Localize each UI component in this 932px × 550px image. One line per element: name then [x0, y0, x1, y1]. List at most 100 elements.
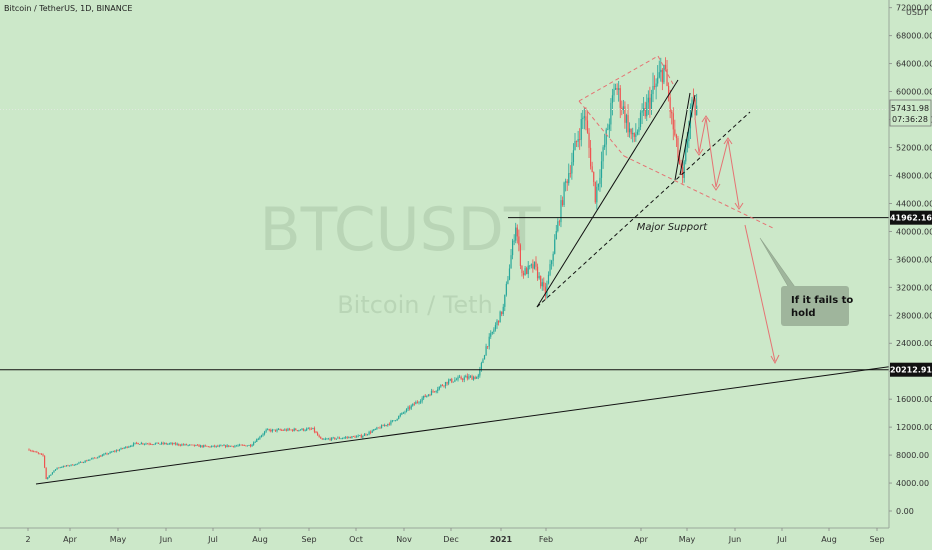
- candle-up: [73, 465, 75, 466]
- candle-up: [87, 460, 89, 461]
- candle-down: [462, 379, 464, 380]
- arrowhead-6: [770, 354, 780, 365]
- candle-down: [33, 451, 35, 453]
- price-tick-label: 28000.00: [896, 311, 932, 320]
- candle-down: [432, 390, 434, 392]
- candle-up: [482, 359, 484, 363]
- candle-up: [53, 470, 55, 473]
- candle-up: [415, 401, 417, 405]
- candle-up: [380, 425, 383, 429]
- candle-down: [249, 445, 252, 447]
- candle-up: [454, 379, 456, 382]
- candle-up: [123, 447, 125, 449]
- candle-up: [510, 255, 512, 269]
- candle-down: [413, 403, 415, 405]
- candle-down: [675, 134, 677, 139]
- callout[interactable]: If it fails to hold: [759, 237, 857, 326]
- candle-down: [536, 266, 539, 279]
- candle-up: [189, 444, 191, 446]
- candle-down: [409, 407, 411, 409]
- candle-up: [435, 390, 437, 392]
- candle-up: [254, 441, 256, 443]
- candle-up: [84, 460, 86, 463]
- breakdown-projection-line: [744, 224, 776, 362]
- candle-down: [313, 427, 316, 432]
- candle-down: [282, 430, 284, 431]
- candle-up: [262, 434, 264, 436]
- candle-down: [561, 200, 564, 205]
- candle-up: [54, 469, 57, 471]
- candle-up: [391, 420, 394, 422]
- time-tick-label: Nov: [396, 535, 412, 544]
- candle-up: [173, 443, 175, 445]
- candle-up: [565, 181, 567, 183]
- candle-down: [471, 376, 473, 380]
- candle-down: [148, 443, 150, 445]
- candle-down: [621, 107, 623, 110]
- price-tick-label: 44000.00: [896, 199, 932, 208]
- candle-up: [187, 444, 189, 446]
- candle-up: [251, 444, 253, 447]
- wedge-upper: [674, 92, 691, 181]
- time-tick-label: Feb: [539, 535, 553, 544]
- candle-up: [605, 129, 607, 145]
- candle-up: [331, 437, 333, 441]
- candle-up: [332, 437, 334, 439]
- candle-down: [451, 378, 453, 383]
- candle-down: [106, 453, 108, 455]
- candle-down: [674, 129, 676, 135]
- candle-up: [696, 105, 698, 116]
- candle-up: [452, 381, 454, 383]
- candle-up: [607, 129, 609, 131]
- candle-up: [257, 438, 259, 440]
- candle-up: [546, 283, 548, 296]
- candle-up: [161, 442, 163, 444]
- candle-up: [524, 268, 526, 276]
- candle-down: [682, 167, 684, 178]
- current-price-badge: 57431.98 07:36:28: [889, 99, 932, 127]
- candle-up: [551, 260, 553, 265]
- candle-down: [290, 429, 292, 431]
- candle-down: [34, 451, 36, 453]
- candle-up: [444, 382, 447, 387]
- candle-up: [229, 445, 231, 447]
- candle-up: [423, 395, 425, 399]
- candle-down: [309, 428, 311, 430]
- candle-up: [549, 264, 551, 275]
- candle-up: [390, 421, 392, 425]
- price-tick-label: 64000.00: [896, 60, 932, 69]
- candle-up: [154, 443, 156, 445]
- candle-down: [315, 431, 317, 433]
- candle-up: [632, 132, 634, 135]
- candle-up: [215, 445, 217, 447]
- price-axis-panel[interactable]: [889, 0, 932, 528]
- candle-up: [554, 239, 556, 254]
- candle-down: [317, 432, 319, 436]
- candle-up: [312, 427, 314, 430]
- candle-down: [591, 166, 593, 173]
- candle-down: [516, 227, 518, 237]
- candle-up: [688, 128, 690, 142]
- candle-up: [327, 438, 330, 440]
- watermark-name: Bitcoin / Teth: [337, 291, 493, 319]
- candle-up: [490, 333, 492, 337]
- candle-up: [128, 446, 130, 448]
- candle-up: [376, 427, 378, 430]
- price-tick-label: 16000.00: [896, 395, 932, 404]
- candle-down: [586, 120, 589, 133]
- lower-level-price-label: 20212.91: [890, 362, 932, 377]
- candle-down: [193, 444, 195, 446]
- price-tick-label: 60000.00: [896, 88, 932, 97]
- candle-down: [429, 394, 431, 396]
- candle-down: [86, 460, 88, 462]
- candle-up: [357, 435, 359, 437]
- candle-up: [691, 99, 693, 108]
- candle-down: [633, 132, 635, 137]
- candle-up: [304, 430, 306, 432]
- candle-up: [235, 445, 238, 447]
- current-price-countdown: 07:36:28: [892, 115, 928, 124]
- candle-down: [36, 451, 38, 453]
- time-tick-label: May: [110, 535, 127, 544]
